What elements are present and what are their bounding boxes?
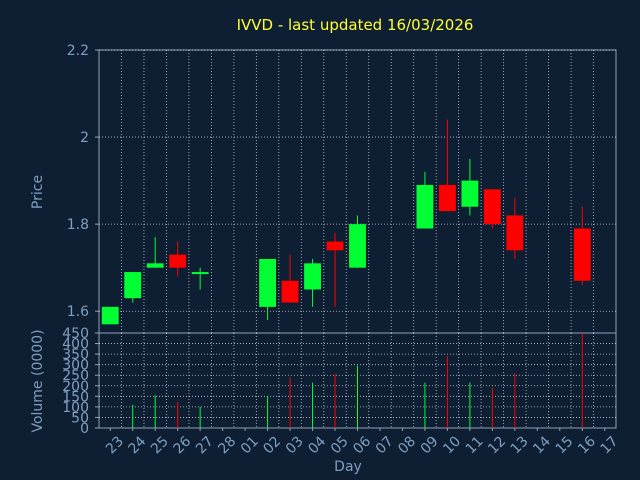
volume-tick-label: 200 [62,379,89,395]
chart-title: IVVD - last updated 16/03/2026 [237,16,474,34]
price-tick-label: 1.8 [67,217,89,233]
price-panel: 1.6 1.8 2 2.2 [67,43,617,334]
candle-body [483,189,501,225]
candle-body [304,263,321,290]
candle-body [506,215,524,251]
volume-tick-label: 0 [80,421,89,437]
candle-body [124,272,142,299]
volume-tick-label: 350 [62,347,89,363]
candle-body [573,228,591,281]
volume-tick-label: 250 [62,368,89,384]
candle-body [101,306,119,325]
candle-body [259,258,277,307]
candle-body [349,224,366,268]
candle-body [438,184,456,212]
volume-tick-label: 300 [62,358,89,374]
volume-tick-label: 150 [62,389,89,405]
price-plot-frame [98,49,617,334]
candle-body [191,272,209,275]
volume-tick-label: 450 [62,326,89,342]
candle-body [169,254,187,268]
price-axis-label: Price [30,175,46,209]
candle-body [461,180,479,207]
price-tick-label: 2 [80,130,89,146]
volume-tick-label: 400 [62,337,89,353]
price-tick-label: 1.6 [67,304,89,320]
volume-tick-label: 50 [71,410,89,426]
candle-body [416,184,434,229]
volume-axis-label: Volume (0000) [30,329,46,432]
x-axis-label: Day [334,459,362,475]
candle-body [281,280,299,303]
price-tick-label: 2.2 [67,43,89,59]
candle-body [146,263,164,268]
volume-tick-label: 100 [62,400,89,416]
candle-body [326,241,344,251]
